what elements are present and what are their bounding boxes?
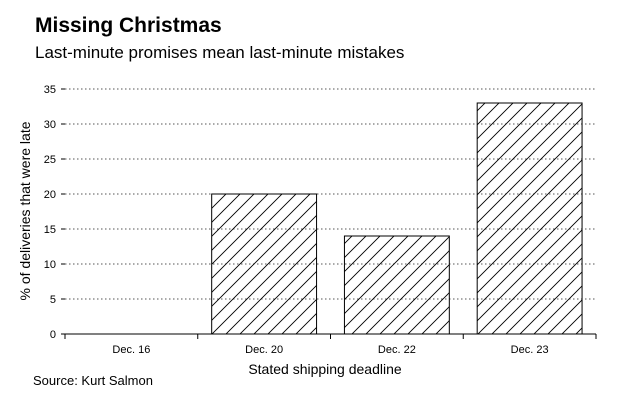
bars bbox=[211, 102, 583, 335]
x-axis-label: Stated shipping deadline bbox=[248, 361, 402, 377]
y-tick-label: 20 bbox=[44, 189, 56, 201]
x-tick-label: Dec. 16 bbox=[112, 344, 150, 356]
y-tick-label: 35 bbox=[44, 84, 56, 96]
chart-title: Missing Christmas bbox=[35, 14, 222, 37]
axes: 0 5 10 15 20 25 30 35 Dec. 16 Dec. 20 Dec. 22 Dec. … bbox=[44, 84, 597, 356]
bar bbox=[476, 102, 583, 335]
y-tick-label: 10 bbox=[44, 259, 56, 271]
y-tick-label: 25 bbox=[44, 154, 56, 166]
x-tick-label: Dec. 20 bbox=[245, 344, 283, 356]
source-note: Source: Kurt Salmon bbox=[33, 373, 153, 388]
y-tick-label: 15 bbox=[44, 224, 56, 236]
x-tick-label: Dec. 22 bbox=[378, 344, 416, 356]
grid-lines bbox=[65, 88, 596, 300]
y-tick-label: 5 bbox=[50, 294, 56, 306]
y-tick-label: 30 bbox=[44, 119, 56, 131]
y-tick-label: 0 bbox=[50, 329, 56, 341]
bar bbox=[343, 235, 450, 335]
chart-subtitle: Last-minute promises mean last-minute mi… bbox=[35, 43, 405, 62]
bar bbox=[211, 193, 318, 335]
y-axis-label: % of deliveries that were late bbox=[17, 121, 33, 300]
x-tick-label: Dec. 23 bbox=[511, 344, 549, 356]
